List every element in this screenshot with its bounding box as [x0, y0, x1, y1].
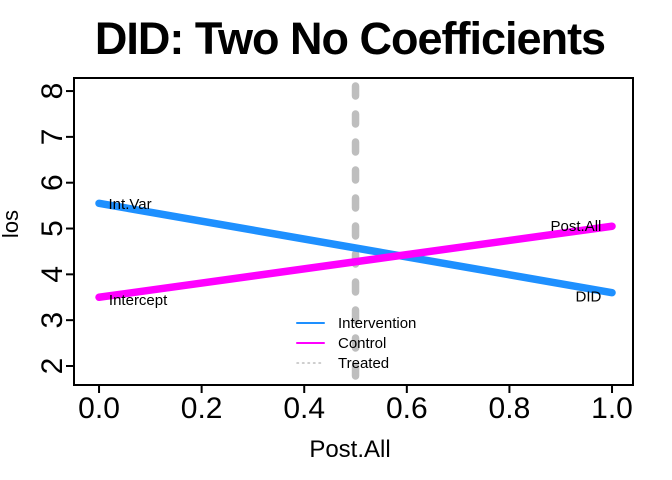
chart-title: DID: Two No Coefficients — [94, 13, 606, 64]
y-tick-label: 3 — [36, 312, 69, 329]
legend-label-treated: Treated — [338, 355, 389, 372]
y-tick-label: 7 — [36, 129, 69, 146]
annotation-int-var: Int.Var — [109, 196, 152, 213]
annotation-post-all: Post.All — [551, 218, 602, 235]
y-tick-label: 5 — [36, 220, 69, 237]
legend-label-intervention: Intervention — [338, 315, 416, 332]
x-tick-label: 0.2 — [181, 392, 223, 425]
plot-box — [73, 77, 634, 386]
y-tick-label: 4 — [36, 266, 69, 283]
annotation-intercept: Intercept — [109, 292, 168, 309]
y-tick-label: 6 — [36, 174, 69, 191]
control-line — [95, 222, 616, 302]
x-tick-label: 0.6 — [386, 392, 428, 425]
x-tick-label: 0.4 — [283, 392, 325, 425]
x-tick-label: 1.0 — [591, 392, 633, 425]
x-tick-label: 0.8 — [489, 392, 531, 425]
intervention-line — [95, 199, 616, 297]
y-tick-label: 8 — [36, 83, 69, 100]
x-axis-label: Post.All — [309, 436, 391, 463]
x-tick-label: 0.0 — [78, 392, 120, 425]
legend-label-control: Control — [338, 335, 386, 352]
annotation-did: DID — [575, 288, 601, 305]
y-tick-label: 2 — [36, 358, 69, 375]
